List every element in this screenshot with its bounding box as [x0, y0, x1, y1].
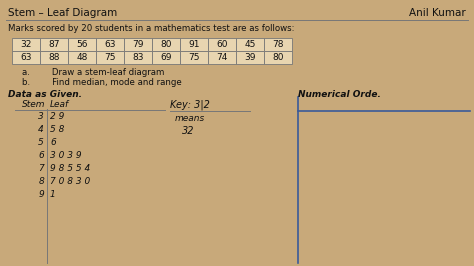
Bar	[96, 38, 124, 51]
Text: 69: 69	[160, 53, 172, 62]
Bar	[124, 38, 152, 51]
Bar	[68, 51, 96, 64]
Text: 45: 45	[244, 40, 255, 49]
Bar	[124, 51, 152, 64]
Text: 87: 87	[48, 40, 60, 49]
Text: 6: 6	[50, 138, 56, 147]
Text: 48: 48	[76, 53, 88, 62]
Bar	[152, 51, 180, 64]
Text: 5: 5	[38, 138, 44, 147]
Text: 80: 80	[160, 40, 172, 49]
Text: 6: 6	[38, 151, 44, 160]
Text: 91: 91	[188, 40, 200, 49]
Text: a.        Draw a stem-leaf diagram: a. Draw a stem-leaf diagram	[22, 68, 164, 77]
Text: 75: 75	[188, 53, 200, 62]
Bar	[96, 51, 124, 64]
Text: Numerical Orde.: Numerical Orde.	[298, 90, 381, 99]
Text: 74: 74	[216, 53, 228, 62]
Text: means: means	[175, 114, 205, 123]
Bar	[264, 51, 292, 64]
Text: 56: 56	[76, 40, 88, 49]
Bar	[208, 51, 236, 64]
Bar	[40, 38, 68, 51]
Text: 7 0 8 3 0: 7 0 8 3 0	[50, 177, 90, 186]
Text: 79: 79	[132, 40, 144, 49]
Text: 3 0 3 9: 3 0 3 9	[50, 151, 82, 160]
Text: 1: 1	[50, 190, 56, 199]
Bar	[208, 38, 236, 51]
Text: 7: 7	[38, 164, 44, 173]
Bar	[180, 38, 208, 51]
Bar	[40, 51, 68, 64]
Text: Stem – Leaf Diagram: Stem – Leaf Diagram	[8, 8, 117, 18]
Text: 32: 32	[182, 126, 194, 136]
Bar	[180, 51, 208, 64]
Text: Marks scored by 20 students in a mathematics test are as follows:: Marks scored by 20 students in a mathema…	[8, 24, 294, 33]
Text: 32: 32	[20, 40, 32, 49]
Text: 3: 3	[38, 112, 44, 121]
Text: Key: 3|2: Key: 3|2	[170, 100, 210, 110]
Text: b.        Find median, mode and range: b. Find median, mode and range	[22, 78, 182, 87]
Text: Anil Kumar: Anil Kumar	[409, 8, 466, 18]
Text: 88: 88	[48, 53, 60, 62]
Text: 39: 39	[244, 53, 256, 62]
Bar	[68, 38, 96, 51]
Text: 75: 75	[104, 53, 116, 62]
Text: 8: 8	[38, 177, 44, 186]
Text: 9: 9	[38, 190, 44, 199]
Text: 5 8: 5 8	[50, 125, 64, 134]
Text: Data as Given.: Data as Given.	[8, 90, 82, 99]
Bar	[12, 51, 40, 64]
Text: 60: 60	[216, 40, 228, 49]
Bar	[12, 38, 40, 51]
Text: Leaf: Leaf	[50, 100, 69, 109]
Bar	[236, 38, 264, 51]
Bar	[152, 38, 180, 51]
Text: 4: 4	[38, 125, 44, 134]
Text: 63: 63	[104, 40, 116, 49]
Text: 2 9: 2 9	[50, 112, 64, 121]
Text: Stem: Stem	[22, 100, 46, 109]
Text: 80: 80	[272, 53, 284, 62]
Text: 9 8 5 5 4: 9 8 5 5 4	[50, 164, 90, 173]
Bar	[236, 51, 264, 64]
Text: 78: 78	[272, 40, 284, 49]
Text: 63: 63	[20, 53, 32, 62]
Text: 83: 83	[132, 53, 144, 62]
Bar	[264, 38, 292, 51]
